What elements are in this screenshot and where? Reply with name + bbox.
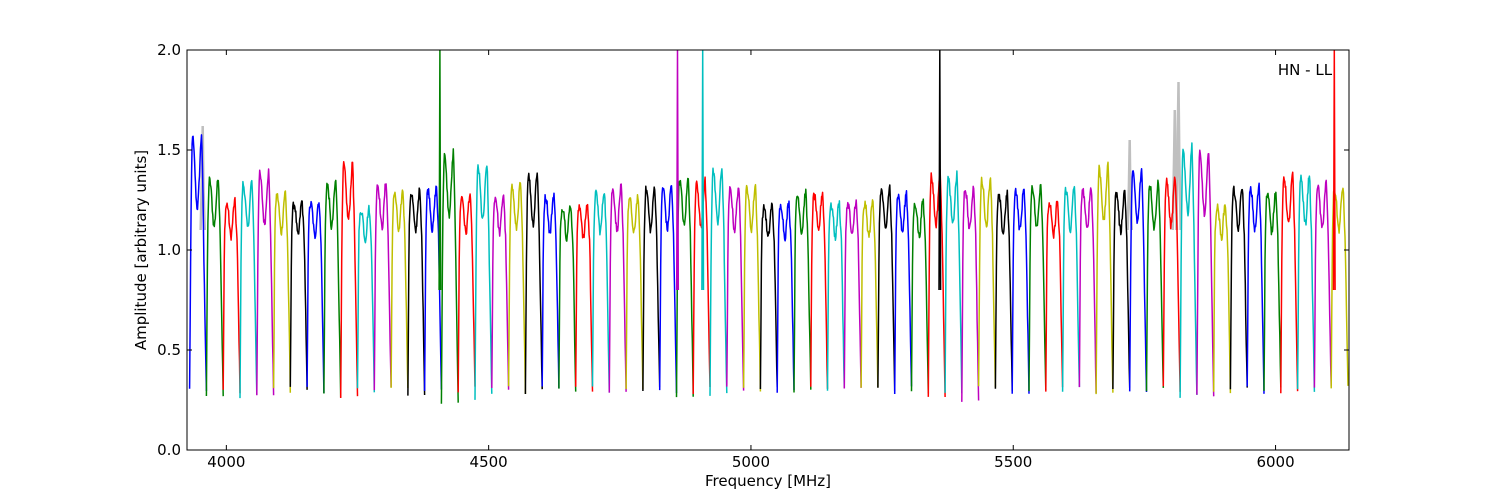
- band-trace: [742, 183, 762, 392]
- band-trace: [642, 185, 661, 392]
- band-trace: [977, 176, 997, 388]
- x-tick-label: 4500: [470, 453, 508, 471]
- band-trace: [1095, 161, 1114, 395]
- background-peak: [199, 125, 207, 231]
- band-trace: [507, 181, 527, 394]
- band-trace: [323, 179, 342, 398]
- band-trace: [524, 172, 543, 395]
- band-trace: [440, 148, 459, 404]
- band-trace: [574, 203, 594, 392]
- plot-background: [187, 50, 1349, 450]
- band-trace: [625, 194, 644, 390]
- band-trace: [457, 193, 476, 393]
- band-trace: [205, 176, 224, 397]
- band-trace: [893, 190, 913, 395]
- band-trace: [1179, 142, 1198, 398]
- band-trace: [272, 190, 292, 393]
- band-trace: [793, 188, 812, 393]
- y-tick-label: 0.0: [157, 441, 181, 459]
- band-trace: [910, 198, 930, 394]
- spike-trace: [938, 50, 942, 291]
- band-trace: [339, 161, 359, 399]
- band-trace: [373, 183, 392, 391]
- band-trace: [1263, 191, 1282, 391]
- band-trace: [1145, 179, 1165, 392]
- band-trace: [608, 183, 627, 393]
- band-trace: [256, 168, 275, 396]
- x-tick-label: 4000: [207, 453, 245, 471]
- annotation-label: HN - LL: [1278, 61, 1333, 79]
- band-trace: [658, 185, 678, 394]
- band-trace: [1028, 183, 1047, 392]
- band-trace: [726, 186, 745, 391]
- x-axis-label: Frequency [MHz]: [705, 472, 831, 490]
- x-tick-label: 5500: [994, 453, 1032, 471]
- band-trace: [1128, 167, 1148, 393]
- band-trace: [810, 191, 829, 389]
- band-trace: [1246, 182, 1265, 394]
- spike-trace: [701, 50, 705, 291]
- band-trace: [541, 192, 560, 389]
- spike-trace: [438, 50, 442, 291]
- band-trace: [1162, 176, 1181, 392]
- band-trace: [1296, 174, 1316, 392]
- band-trace: [1196, 149, 1215, 397]
- y-tick-label: 2.0: [157, 41, 181, 59]
- band-trace: [1061, 185, 1081, 392]
- band-trace: [239, 179, 258, 399]
- spike-trace: [675, 50, 680, 291]
- background-peak: [1175, 81, 1182, 231]
- band-trace: [1229, 185, 1248, 390]
- band-trace: [860, 199, 879, 388]
- band-trace: [1078, 187, 1097, 394]
- band-trace: [591, 189, 611, 393]
- band-trace: [1045, 200, 1064, 392]
- band-trace: [759, 202, 778, 390]
- band-trace: [188, 134, 208, 392]
- x-tick-label: 6000: [1256, 453, 1294, 471]
- band-trace: [944, 170, 963, 394]
- band-trace: [1011, 187, 1030, 394]
- band-trace: [558, 205, 577, 392]
- band-trace: [474, 164, 493, 400]
- y-tick-label: 1.0: [157, 241, 181, 259]
- y-axis-label: Amplitude [arbitrary units]: [132, 150, 150, 350]
- band-trace: [1313, 179, 1332, 388]
- spike-trace: [1332, 50, 1336, 291]
- band-trace: [390, 189, 409, 389]
- band-trace: [709, 167, 728, 396]
- y-tick-label: 1.5: [157, 141, 181, 159]
- band-trace: [222, 196, 241, 394]
- band-trace: [306, 200, 325, 394]
- y-tick-label: 0.5: [157, 341, 181, 359]
- band-trace: [1212, 203, 1232, 394]
- band-trace: [407, 187, 426, 396]
- band-trace: [927, 169, 946, 398]
- band-trace: [826, 200, 846, 391]
- band-trace: [1280, 171, 1299, 394]
- band-trace: [961, 185, 980, 402]
- band-trace: [843, 199, 862, 389]
- band-trace: [289, 200, 308, 390]
- band-trace: [356, 204, 376, 393]
- x-tick-label: 5000: [732, 453, 770, 471]
- band-trace: [1112, 189, 1131, 390]
- axis-ticks: 4000 4500 5000 5500 6000 0.0 0.5 1.0 1.5 2.0: [157, 41, 1349, 471]
- band-trace: [776, 200, 795, 393]
- band-trace: [675, 177, 694, 398]
- series-layer: [188, 134, 1349, 404]
- band-trace: [491, 194, 510, 390]
- band-trace: [994, 189, 1013, 392]
- spike-layer: [438, 50, 1336, 291]
- band-trace: [877, 184, 896, 392]
